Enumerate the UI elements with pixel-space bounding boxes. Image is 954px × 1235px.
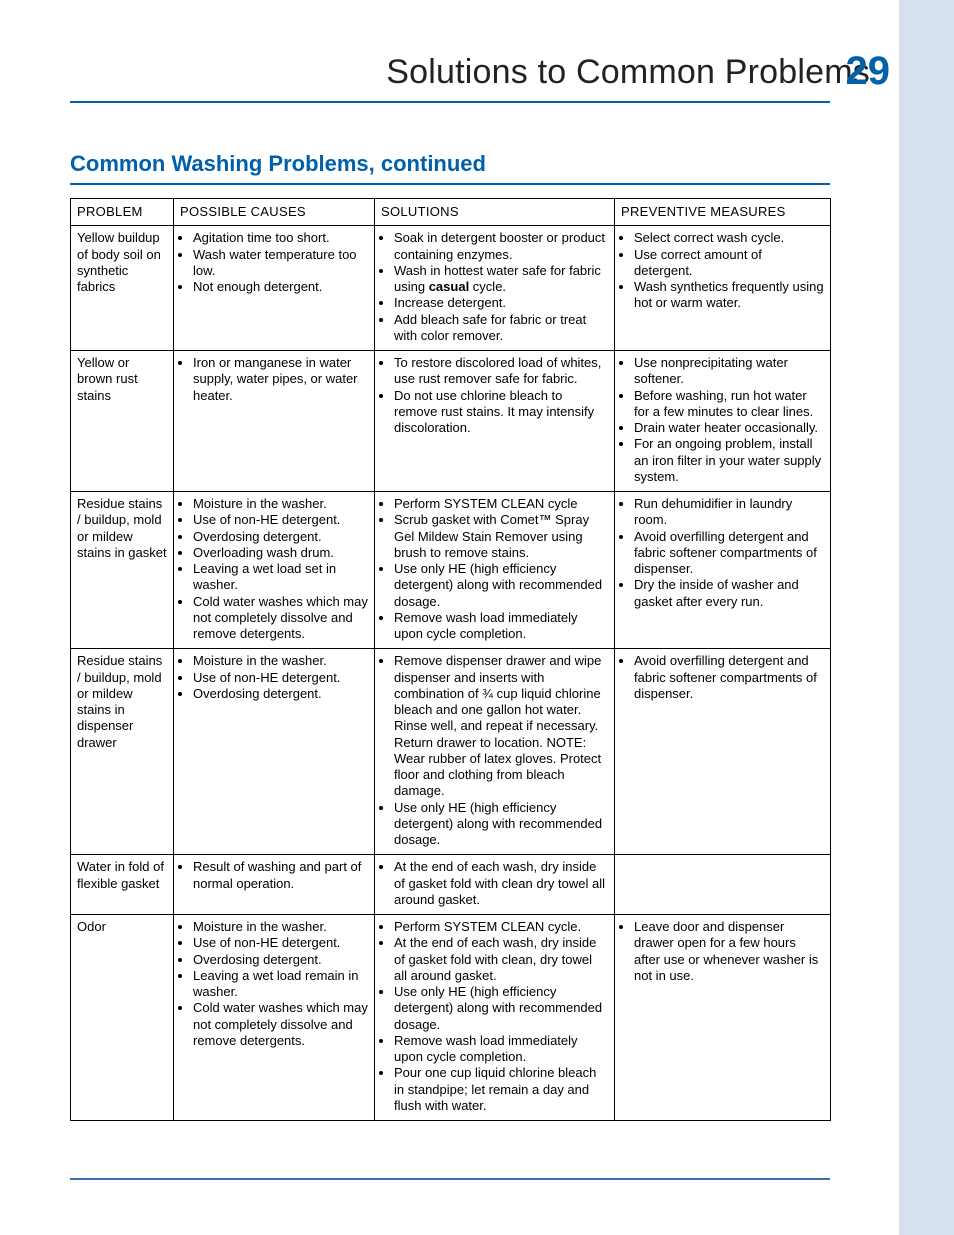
cell-preventive: Select correct wash cycle.Use correct am…: [615, 226, 831, 351]
table-row: OdorMoisture in the washer.Use of non-HE…: [71, 915, 831, 1121]
cell-preventive: Leave door and dispenser drawer open for…: [615, 915, 831, 1121]
list-item: Soak in detergent booster or product con…: [394, 230, 608, 263]
list-item: Leaving a wet load set in washer.: [193, 561, 368, 594]
cell-solutions: At the end of each wash, dry inside of g…: [375, 855, 615, 915]
table-row: Residue stains / buildup, mold or mildew…: [71, 649, 831, 855]
list-item: Moisture in the washer.: [193, 919, 368, 935]
cell-preventive: Use nonprecipitating water softener.Befo…: [615, 351, 831, 492]
list-item: Iron or manganese in water supply, water…: [193, 355, 368, 404]
page-title: Solutions to Common Problems: [70, 53, 900, 92]
cell-solutions: Perform SYSTEM CLEAN cycleScrub gasket w…: [375, 492, 615, 649]
list-item: Wash synthetics frequently using hot or …: [634, 279, 824, 312]
cell-solutions: Soak in detergent booster or product con…: [375, 226, 615, 351]
list-item: Before washing, run hot water for a few …: [634, 388, 824, 421]
list-item: Add bleach safe for fabric or treat with…: [394, 312, 608, 345]
list-item: Cold water washes which may not complete…: [193, 594, 368, 643]
title-underline: [70, 101, 830, 103]
table-row: Residue stains / buildup, mold or mildew…: [71, 492, 831, 649]
list-item: Do not use chlorine bleach to remove rus…: [394, 388, 608, 437]
cell-causes: Moisture in the washer.Use of non-HE det…: [174, 915, 375, 1121]
cell-causes: Moisture in the washer.Use of non-HE det…: [174, 492, 375, 649]
section-title: Common Washing Problems, continued: [70, 151, 954, 177]
list-item: Avoid overfilling detergent and fabric s…: [634, 653, 824, 702]
cell-problem: Residue stains / buildup, mold or mildew…: [71, 649, 174, 855]
problems-table: PROBLEM POSSIBLE CAUSES SOLUTIONS PREVEN…: [70, 198, 831, 1121]
list-item: Use of non-HE detergent.: [193, 512, 368, 528]
cell-preventive: Avoid overfilling detergent and fabric s…: [615, 649, 831, 855]
list-item: Use only HE (high efficiency detergent) …: [394, 800, 608, 849]
list-item: Use of non-HE detergent.: [193, 935, 368, 951]
table-row: Water in fold of flexible gasket Result o…: [71, 855, 831, 915]
cell-causes: Iron or manganese in water supply, water…: [174, 351, 375, 492]
list-item: Use correct amount of detergent.: [634, 247, 824, 280]
cell-solutions: Remove dispenser drawer and wipe dispens…: [375, 649, 615, 855]
cell-preventive: [615, 855, 831, 915]
list-item: Drain water heater occasionally.: [634, 420, 824, 436]
list-item: For an ongoing problem, install an iron …: [634, 436, 824, 485]
cell-problem: Yellow or brown rust stains: [71, 351, 174, 492]
list-item: At the end of each wash, dry inside of g…: [394, 935, 608, 984]
cell-problem: Residue stains / buildup, mold or mildew…: [71, 492, 174, 649]
list-item: At the end of each wash, dry inside of g…: [394, 859, 608, 908]
col-causes: POSSIBLE CAUSES: [174, 199, 375, 226]
col-solutions: SOLUTIONS: [375, 199, 615, 226]
section-underline: [70, 183, 830, 185]
list-item: Not enough detergent.: [193, 279, 368, 295]
list-item: Remove wash load immediately upon cycle …: [394, 1033, 608, 1066]
list-item: Increase detergent.: [394, 295, 608, 311]
list-item: Wash in hottest water safe for fabric us…: [394, 263, 608, 296]
cell-causes: Moisture in the washer.Use of non-HE det…: [174, 649, 375, 855]
list-item: Moisture in the washer.: [193, 496, 368, 512]
cell-causes: Agitation time too short.Wash water temp…: [174, 226, 375, 351]
table-row: Yellow buildup of body soil on synthetic…: [71, 226, 831, 351]
list-item: Remove wash load immediately upon cycle …: [394, 610, 608, 643]
list-item: Wash water temperature too low.: [193, 247, 368, 280]
list-item: Use of non-HE detergent.: [193, 670, 368, 686]
col-problem: PROBLEM: [71, 199, 174, 226]
list-item: Scrub gasket with Comet™ Spray Gel Milde…: [394, 512, 608, 561]
list-item: Cold water washes which may not complete…: [193, 1000, 368, 1049]
list-item: Overdosing detergent.: [193, 952, 368, 968]
list-item: Run dehumidifier in laundry room.: [634, 496, 824, 529]
cell-causes: Result of washing and part of normal ope…: [174, 855, 375, 915]
list-item: Overloading wash drum.: [193, 545, 368, 561]
page-number: 29: [830, 49, 890, 94]
cell-solutions: To restore discolored load of whites, us…: [375, 351, 615, 492]
list-item: Overdosing detergent.: [193, 686, 368, 702]
cell-preventive: Run dehumidifier in laundry room.Avoid o…: [615, 492, 831, 649]
list-item: Moisture in the washer.: [193, 653, 368, 669]
list-item: Select correct wash cycle.: [634, 230, 824, 246]
list-item: Pour one cup liquid chlorine bleach in s…: [394, 1065, 608, 1114]
list-item: Use only HE (high efficiency detergent) …: [394, 561, 608, 610]
list-item: Agitation time too short.: [193, 230, 368, 246]
list-item: Result of washing and part of normal ope…: [193, 859, 368, 892]
cell-problem: Water in fold of flexible gasket: [71, 855, 174, 915]
footer-rule: [70, 1178, 830, 1180]
list-item: Use nonprecipitating water softener.: [634, 355, 824, 388]
list-item: To restore discolored load of whites, us…: [394, 355, 608, 388]
cell-problem: Yellow buildup of body soil on synthetic…: [71, 226, 174, 351]
list-item: Perform SYSTEM CLEAN cycle.: [394, 919, 608, 935]
list-item: Perform SYSTEM CLEAN cycle: [394, 496, 608, 512]
page-header: Solutions to Common Problems: [70, 53, 900, 92]
table-header-row: PROBLEM POSSIBLE CAUSES SOLUTIONS PREVEN…: [71, 199, 831, 226]
list-item: Use only HE (high efficiency detergent) …: [394, 984, 608, 1033]
list-item: Remove dispenser drawer and wipe dispens…: [394, 653, 608, 799]
list-item: Leave door and dispenser drawer open for…: [634, 919, 824, 984]
cell-solutions: Perform SYSTEM CLEAN cycle.At the end of…: [375, 915, 615, 1121]
list-item: Avoid overfilling detergent and fabric s…: [634, 529, 824, 578]
table-row: Yellow or brown rust stains Iron or manga…: [71, 351, 831, 492]
cell-problem: Odor: [71, 915, 174, 1121]
col-preventive: PREVENTIVE MEASURES: [615, 199, 831, 226]
list-item: Leaving a wet load remain in washer.: [193, 968, 368, 1001]
list-item: Dry the inside of washer and gasket afte…: [634, 577, 824, 610]
list-item: Overdosing detergent.: [193, 529, 368, 545]
right-sidebar-accent: [899, 0, 954, 1235]
